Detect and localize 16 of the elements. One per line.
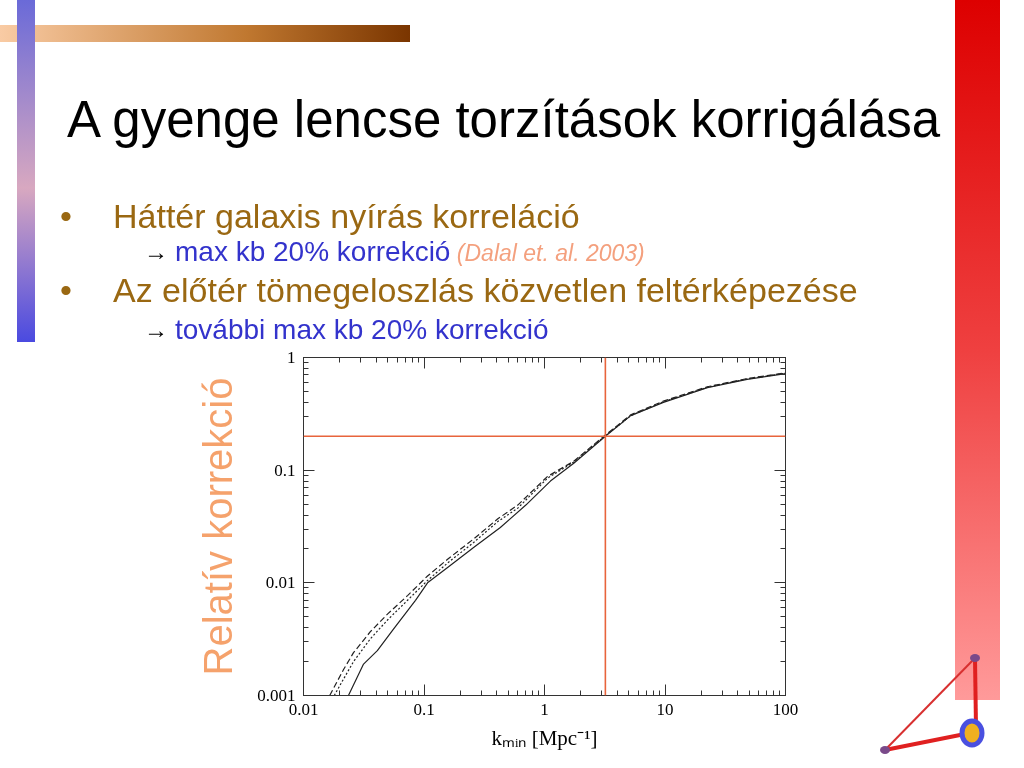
x-tick-label: 10 [656,699,674,719]
y-tick-label: 1 [287,348,296,367]
text: → max kb 20% korrekció [144,236,451,267]
text: → további max kb 20% korrekció [144,314,549,345]
x-tick-label: 100 [772,699,799,719]
x-tick-label: 1 [540,699,549,719]
text: (Dalal et. al. 2003) [455,240,645,266]
y-tick-label: 0.01 [265,573,296,593]
x-tick-label: 0.1 [413,699,435,719]
text: • Háttér galaxis nyírás korreláció [60,197,580,235]
x-axis-title: kₘᵢₙ [Mpc⁻¹] [491,725,598,750]
text: • Az előtér tömegeloszlás közvetlen feltérképezése [60,271,858,309]
chart-title: A gyenge lencse torzítások korrigálása [67,91,941,148]
y-tick-label: 0.1 [274,460,296,480]
y-axis-title: Relatív korrekció [196,377,241,676]
y-tick-label: 0.001 [257,686,296,705]
